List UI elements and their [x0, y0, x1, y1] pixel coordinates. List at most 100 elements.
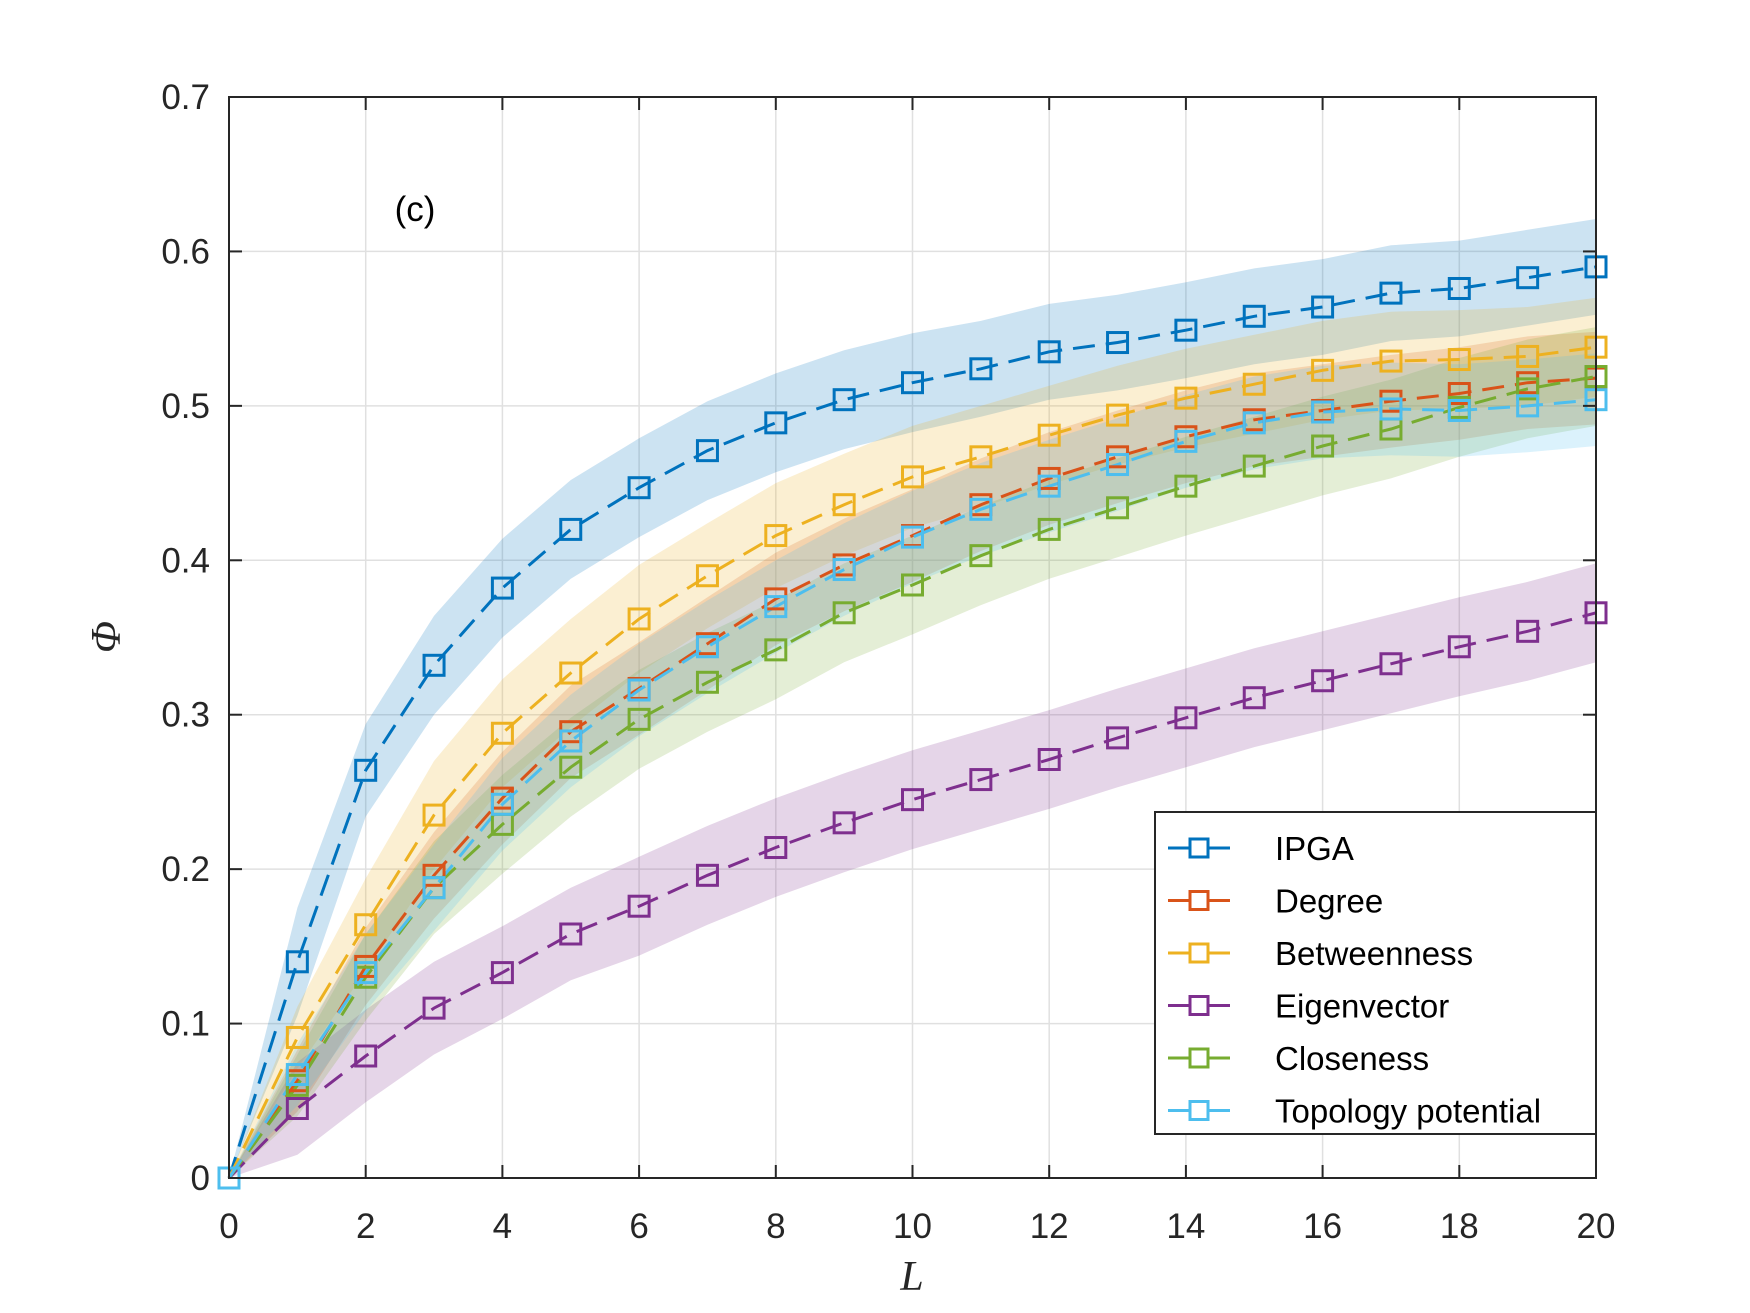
betweenness-point — [969, 445, 993, 469]
eigenvector-point — [695, 863, 719, 887]
y-tick-label: 0.4 — [161, 541, 210, 580]
legend-label-closeness: Closeness — [1275, 1040, 1429, 1077]
eigenvector-point — [490, 961, 514, 985]
y-tick-label: 0 — [191, 1159, 210, 1198]
y-tick-label: 0.2 — [161, 850, 210, 889]
degree-point — [422, 863, 446, 887]
ipga-point — [1174, 318, 1198, 342]
betweenness-point — [1379, 349, 1403, 373]
y-tick-label: 0.3 — [161, 696, 210, 735]
topology-potential-point — [490, 792, 514, 816]
closeness-line — [227, 375, 1597, 1179]
betweenness-point — [422, 803, 446, 827]
x-tick-label: 10 — [893, 1207, 932, 1246]
legend-label-degree: Degree — [1275, 883, 1383, 920]
topology-potential-point — [1447, 398, 1471, 422]
ipga-point — [1516, 266, 1540, 290]
eigenvector-point — [832, 811, 856, 835]
eigenvector-point — [1447, 635, 1471, 659]
betweenness-point — [1516, 344, 1540, 368]
eigenvector-point — [1242, 686, 1266, 710]
y-axis-label: Φ — [84, 621, 130, 653]
topology-potential-point — [1311, 400, 1335, 424]
closeness-point — [969, 544, 993, 568]
topology-potential-point — [627, 678, 651, 702]
eigenvector-point — [559, 922, 583, 946]
betweenness-point — [1447, 348, 1471, 372]
ipga-point — [1106, 331, 1130, 355]
topology-potential-point — [695, 635, 719, 659]
eigenvector-point — [969, 768, 993, 792]
betweenness-band — [229, 297, 1596, 1178]
betweenness-point — [764, 524, 788, 548]
series-markers — [217, 255, 1608, 1190]
ipga-point — [1447, 276, 1471, 300]
topology-potential-point — [1174, 429, 1198, 453]
x-tick-label: 8 — [766, 1207, 785, 1246]
betweenness-point — [901, 465, 924, 489]
ipga-point — [695, 439, 719, 463]
legend: IPGA Degree Betweenness Eigenvector Closenes… — [1154, 811, 1597, 1135]
closeness-point — [764, 638, 788, 662]
eigenvector-point — [627, 894, 651, 918]
legend-marker-closeness — [1188, 1047, 1210, 1069]
closeness-point — [1106, 496, 1130, 520]
ipga-point — [1379, 281, 1403, 305]
ipga-point — [285, 950, 309, 974]
topology-potential-point — [1037, 474, 1061, 498]
y-tick-label: 0.7 — [161, 78, 210, 117]
panel-label: (c) — [395, 190, 436, 229]
eigenvector-point — [1106, 726, 1130, 750]
legend-label-betweenness: Betweenness — [1275, 935, 1473, 972]
legend-marker-eigenvector — [1188, 995, 1210, 1016]
eigenvector-point — [1379, 652, 1403, 676]
x-tick-label: 4 — [493, 1207, 512, 1246]
x-tick-label: 18 — [1440, 1207, 1479, 1246]
y-tick-label: 0.6 — [161, 232, 210, 271]
closeness-point — [695, 670, 719, 694]
eigenvector-point — [354, 1044, 378, 1068]
legend-marker-degree — [1188, 890, 1210, 911]
ipga-band — [229, 219, 1596, 1178]
betweenness-line — [227, 345, 1597, 1179]
eigenvector-point — [901, 788, 924, 812]
ipga-line — [227, 265, 1597, 1179]
betweenness-point — [1106, 403, 1130, 427]
betweenness-point — [490, 721, 514, 745]
topology-potential-point — [285, 1063, 309, 1087]
y-tick-labels: 0 0.1 0.2 0.3 0.4 0.5 0.6 0.7 — [161, 78, 210, 1198]
topology-potential-point — [832, 558, 856, 582]
ipga-point — [1311, 295, 1335, 319]
eigenvector-point — [422, 996, 446, 1020]
x-tick-label: 0 — [219, 1207, 238, 1246]
eigenvector-line — [227, 611, 1597, 1180]
betweenness-point — [285, 1025, 309, 1049]
x-axis-label: L — [899, 1254, 923, 1300]
topology-potential-point — [764, 595, 788, 619]
eigenvector-point — [1311, 669, 1335, 693]
topology-potential-point — [422, 876, 446, 900]
topology-potential-point — [969, 497, 993, 521]
x-tick-label: 2 — [356, 1207, 375, 1246]
eigenvector-point — [1174, 706, 1198, 730]
ipga-point — [559, 517, 583, 541]
ipga-point — [422, 653, 446, 677]
betweenness-point — [354, 913, 378, 937]
series-lines — [227, 265, 1597, 1180]
topology-potential-line — [227, 398, 1597, 1179]
closeness-point — [901, 573, 924, 597]
legend-label-topology-potential: Topology potential — [1275, 1093, 1541, 1130]
betweenness-point — [695, 564, 719, 588]
betweenness-point — [832, 493, 856, 517]
closeness-point — [1516, 377, 1540, 401]
degree-line — [227, 376, 1597, 1179]
topology-potential-point — [901, 525, 924, 549]
ipga-point — [1242, 304, 1266, 328]
legend-marker-betweenness — [1188, 942, 1210, 964]
ipga-point — [490, 576, 514, 600]
legend-label-eigenvector: Eigenvector — [1275, 988, 1449, 1025]
betweenness-point — [1174, 386, 1198, 410]
ipga-point — [901, 371, 924, 395]
betweenness-point — [627, 607, 651, 631]
